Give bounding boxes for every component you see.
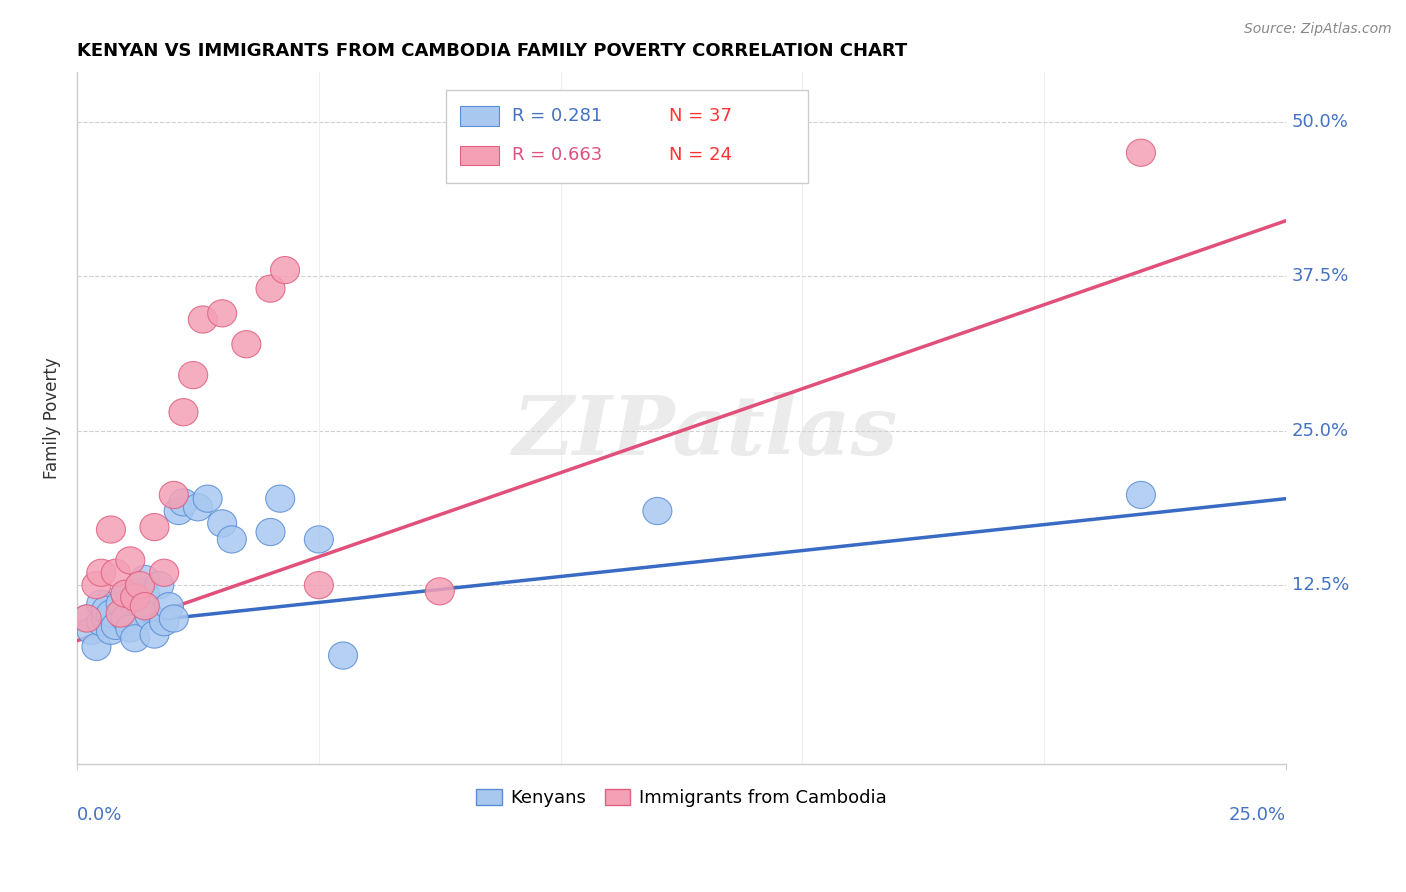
Ellipse shape: [141, 514, 169, 541]
Ellipse shape: [125, 591, 155, 617]
Ellipse shape: [329, 642, 357, 669]
Ellipse shape: [131, 566, 159, 592]
Bar: [460, 145, 499, 165]
Text: N = 24: N = 24: [669, 146, 733, 164]
Legend: Kenyans, Immigrants from Cambodia: Kenyans, Immigrants from Cambodia: [470, 781, 894, 814]
Ellipse shape: [125, 572, 155, 599]
Text: 50.0%: 50.0%: [1292, 113, 1348, 131]
Ellipse shape: [179, 361, 208, 389]
Text: 25.0%: 25.0%: [1292, 422, 1350, 440]
Ellipse shape: [1126, 139, 1156, 166]
Ellipse shape: [87, 559, 115, 586]
Ellipse shape: [149, 559, 179, 586]
Ellipse shape: [141, 621, 169, 648]
Ellipse shape: [169, 489, 198, 516]
Text: N = 37: N = 37: [669, 107, 733, 125]
Ellipse shape: [115, 615, 145, 642]
Ellipse shape: [97, 516, 125, 543]
Ellipse shape: [159, 482, 188, 508]
Ellipse shape: [165, 498, 193, 524]
Ellipse shape: [101, 612, 131, 640]
Ellipse shape: [145, 572, 174, 599]
Ellipse shape: [72, 605, 101, 632]
Text: 12.5%: 12.5%: [1292, 576, 1350, 594]
Ellipse shape: [115, 547, 145, 574]
Ellipse shape: [72, 605, 101, 632]
Ellipse shape: [131, 592, 159, 620]
Text: KENYAN VS IMMIGRANTS FROM CAMBODIA FAMILY POVERTY CORRELATION CHART: KENYAN VS IMMIGRANTS FROM CAMBODIA FAMIL…: [77, 42, 907, 60]
Ellipse shape: [87, 608, 115, 636]
Text: 25.0%: 25.0%: [1229, 805, 1286, 824]
Ellipse shape: [105, 591, 135, 617]
Ellipse shape: [188, 306, 218, 333]
Text: ZIPatlas: ZIPatlas: [513, 392, 898, 472]
Ellipse shape: [643, 498, 672, 524]
Ellipse shape: [82, 633, 111, 660]
Text: 0.0%: 0.0%: [77, 805, 122, 824]
Ellipse shape: [1126, 482, 1156, 508]
Ellipse shape: [256, 518, 285, 546]
Ellipse shape: [304, 525, 333, 553]
Text: R = 0.663: R = 0.663: [512, 146, 603, 164]
Y-axis label: Family Poverty: Family Poverty: [44, 358, 60, 479]
Ellipse shape: [218, 525, 246, 553]
Ellipse shape: [111, 605, 141, 632]
Ellipse shape: [270, 257, 299, 284]
Ellipse shape: [193, 485, 222, 512]
Text: Source: ZipAtlas.com: Source: ZipAtlas.com: [1244, 22, 1392, 37]
Ellipse shape: [425, 578, 454, 605]
Ellipse shape: [101, 559, 131, 586]
Ellipse shape: [77, 617, 105, 644]
Ellipse shape: [135, 602, 165, 630]
Ellipse shape: [121, 624, 149, 652]
Ellipse shape: [169, 399, 198, 425]
Bar: [460, 106, 499, 126]
Ellipse shape: [97, 617, 125, 644]
Ellipse shape: [91, 605, 121, 632]
Ellipse shape: [208, 509, 236, 537]
Ellipse shape: [183, 493, 212, 521]
Ellipse shape: [87, 591, 115, 617]
Ellipse shape: [155, 592, 183, 620]
Ellipse shape: [121, 584, 149, 611]
Ellipse shape: [232, 331, 262, 358]
Ellipse shape: [111, 580, 141, 607]
Ellipse shape: [149, 608, 179, 636]
Ellipse shape: [111, 580, 141, 607]
Ellipse shape: [131, 580, 159, 607]
Ellipse shape: [105, 600, 135, 627]
Ellipse shape: [266, 485, 295, 512]
Ellipse shape: [91, 596, 121, 624]
Ellipse shape: [82, 572, 111, 599]
Ellipse shape: [256, 275, 285, 302]
FancyBboxPatch shape: [446, 90, 808, 183]
Text: R = 0.281: R = 0.281: [512, 107, 603, 125]
Ellipse shape: [208, 300, 236, 327]
Ellipse shape: [125, 578, 155, 605]
Ellipse shape: [97, 600, 125, 627]
Text: 37.5%: 37.5%: [1292, 268, 1350, 285]
Ellipse shape: [159, 605, 188, 632]
Ellipse shape: [304, 572, 333, 599]
